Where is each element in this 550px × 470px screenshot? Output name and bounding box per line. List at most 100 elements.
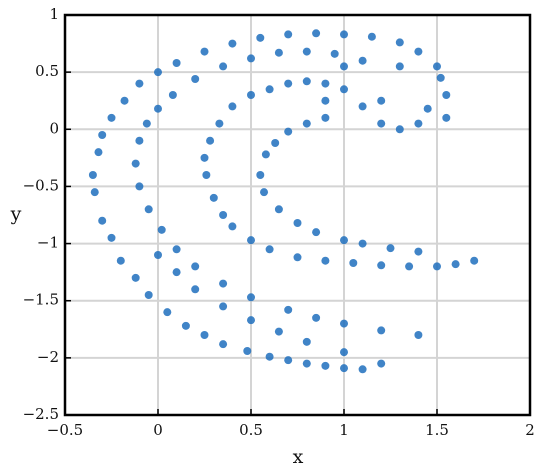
point <box>154 68 162 77</box>
point <box>200 331 209 339</box>
y-tick-label: −2 <box>37 348 59 366</box>
x-tick-label: 1.5 <box>425 421 449 439</box>
x-tick-label: 2 <box>525 421 535 439</box>
point <box>98 216 107 225</box>
y-tick-label: 0 <box>49 119 59 137</box>
plot-frame <box>63 13 532 417</box>
point <box>163 308 172 317</box>
point <box>395 38 404 47</box>
x-axis-label: x <box>293 446 304 468</box>
point <box>340 85 348 94</box>
point <box>358 239 367 248</box>
point <box>340 30 348 39</box>
point <box>321 113 330 122</box>
point <box>442 113 451 122</box>
point <box>144 291 153 299</box>
point <box>219 62 228 71</box>
point <box>312 29 321 38</box>
point <box>215 119 224 128</box>
point <box>206 136 215 145</box>
point <box>168 91 177 99</box>
point <box>312 313 321 322</box>
point <box>135 182 144 191</box>
point <box>321 96 330 105</box>
point <box>154 104 162 113</box>
point <box>120 96 129 105</box>
point <box>116 256 125 265</box>
point <box>358 102 367 111</box>
point <box>274 48 283 57</box>
y-tick-label: 0.5 <box>35 62 59 80</box>
point <box>142 119 151 128</box>
point <box>414 119 423 128</box>
point <box>284 79 293 88</box>
point <box>358 56 367 65</box>
point <box>131 159 140 168</box>
point <box>172 59 181 67</box>
point <box>260 188 269 197</box>
point <box>219 211 228 219</box>
point <box>321 361 330 370</box>
point <box>442 91 451 99</box>
x-tick-label: −0.5 <box>47 421 83 439</box>
y-tick-label: −0.5 <box>23 176 59 194</box>
point <box>228 102 237 111</box>
y-tick-label: 1 <box>49 5 59 23</box>
point <box>265 85 274 94</box>
point <box>144 205 153 214</box>
point <box>340 236 348 245</box>
point <box>247 91 255 99</box>
y-tick-label: −2.5 <box>23 405 59 423</box>
point <box>414 47 423 56</box>
point <box>202 171 211 179</box>
point <box>312 228 321 237</box>
x-tick-label: 1 <box>339 421 349 439</box>
point <box>386 244 395 253</box>
point <box>265 245 274 254</box>
point <box>302 47 311 56</box>
point <box>265 352 274 361</box>
point <box>274 327 283 336</box>
x-tick-label: 0 <box>153 421 163 439</box>
point <box>302 119 311 128</box>
point <box>302 359 311 368</box>
point <box>247 293 255 302</box>
point <box>330 49 339 58</box>
point <box>135 79 144 88</box>
point <box>274 205 283 214</box>
point <box>395 62 404 71</box>
y-tick-label: −1 <box>37 234 59 252</box>
point <box>293 253 302 262</box>
point <box>219 279 228 288</box>
point <box>200 47 209 56</box>
point <box>284 30 293 39</box>
point <box>191 285 200 294</box>
point <box>293 219 302 227</box>
point <box>433 262 441 271</box>
point <box>377 96 386 105</box>
y-axis-label: y <box>10 203 22 225</box>
point <box>135 136 144 145</box>
point <box>200 153 209 162</box>
point <box>284 305 293 314</box>
point <box>321 79 330 88</box>
point <box>172 245 181 254</box>
point <box>243 347 252 355</box>
y-tick-label: −1.5 <box>23 291 59 309</box>
point <box>247 316 255 325</box>
point <box>98 131 107 139</box>
point <box>321 256 330 265</box>
point <box>302 77 311 86</box>
point <box>377 261 386 270</box>
point <box>256 33 265 42</box>
point <box>377 119 386 128</box>
point <box>423 104 432 113</box>
point <box>157 225 166 234</box>
point <box>414 247 423 256</box>
point <box>191 262 200 271</box>
point <box>405 262 414 271</box>
point <box>367 32 376 41</box>
point <box>107 233 116 242</box>
point <box>302 337 311 346</box>
point <box>284 127 293 136</box>
